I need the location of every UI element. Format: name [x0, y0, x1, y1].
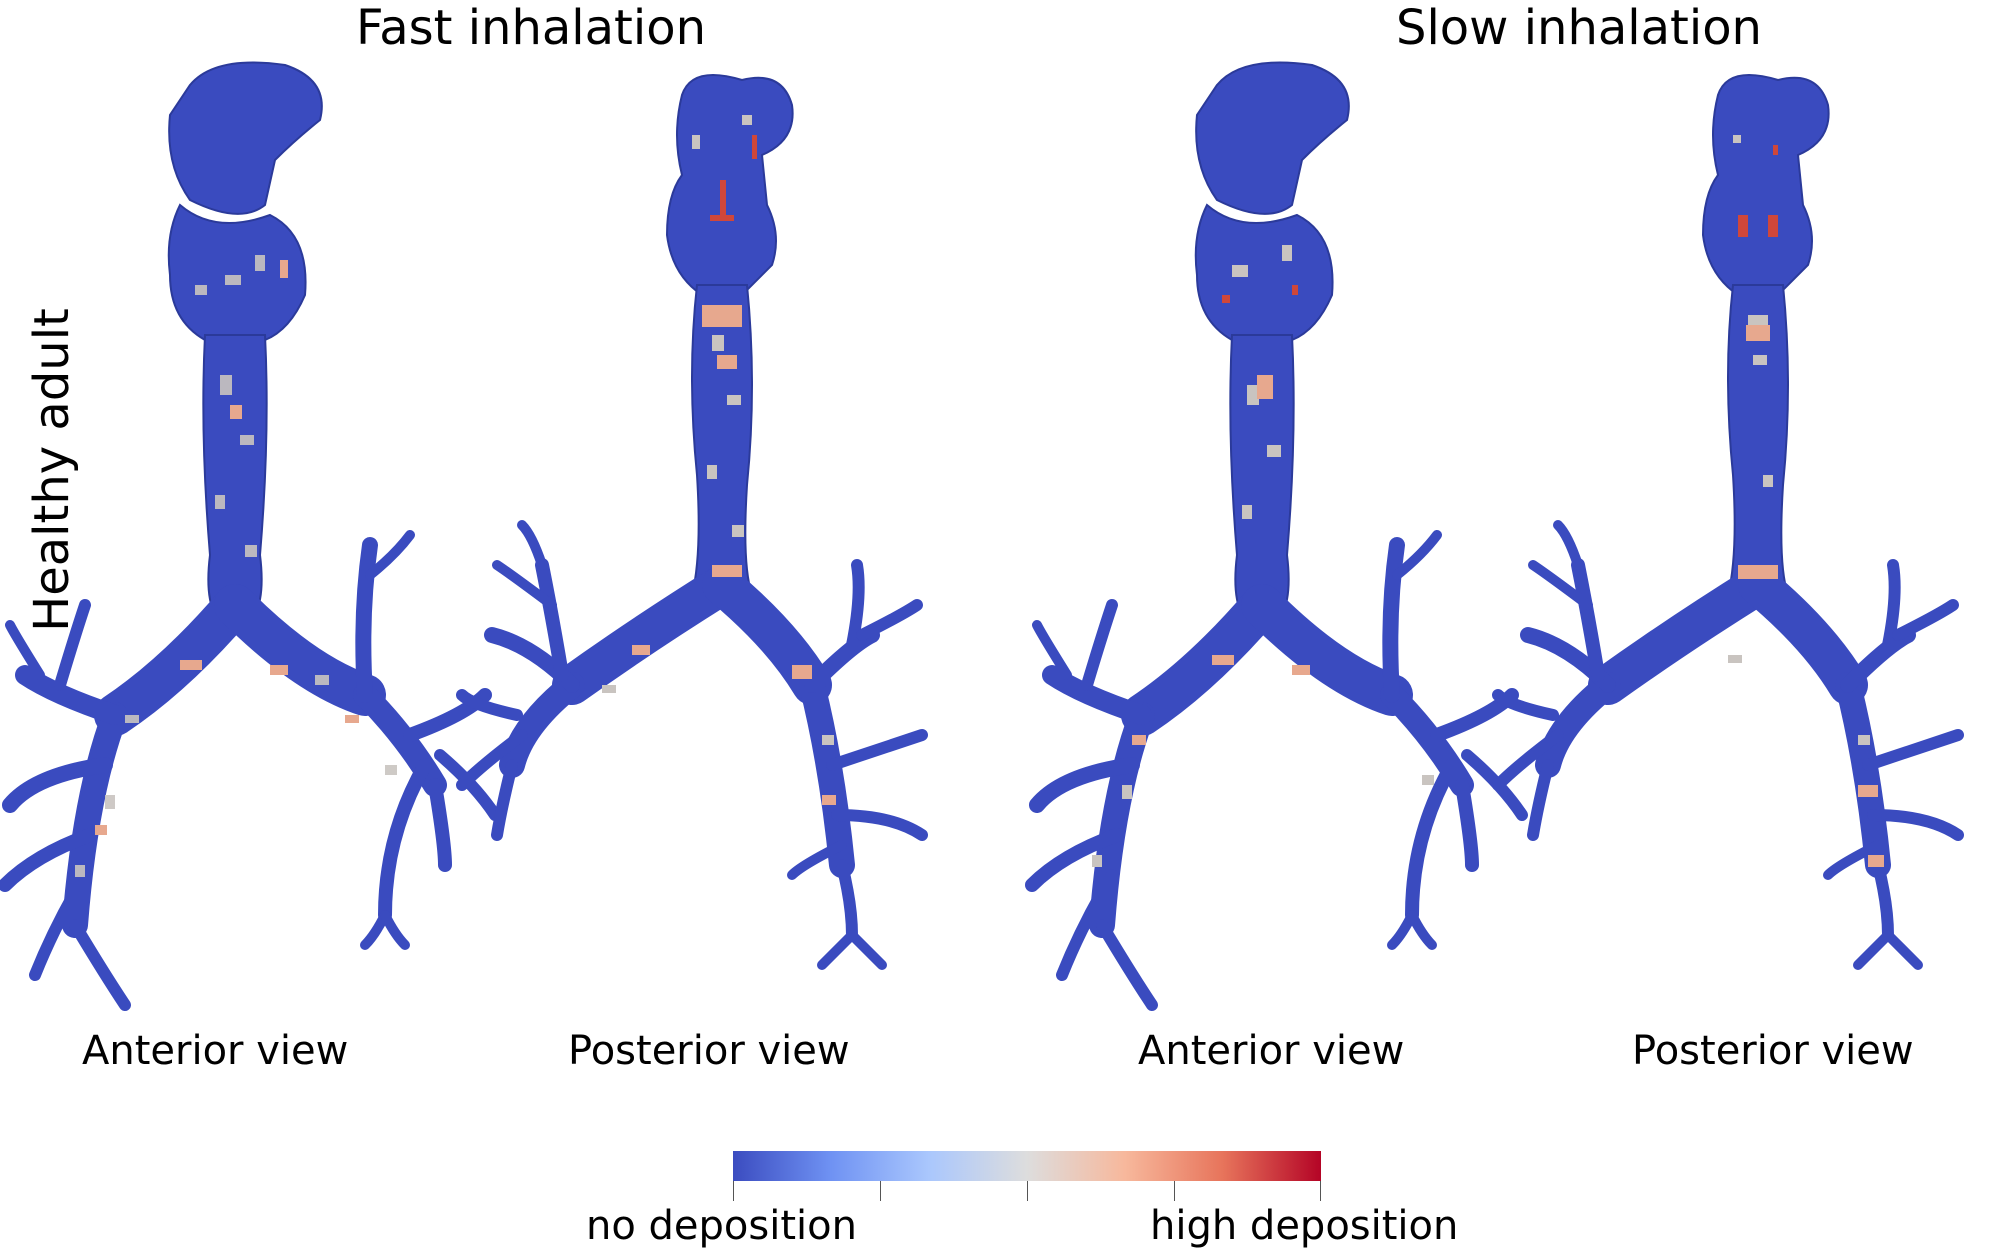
airway-fast-posterior	[456, 74, 928, 970]
airway-slow-anterior	[1025, 61, 1528, 1011]
colorbar-high-label: high deposition	[1150, 1203, 1459, 1249]
view-label-slow-anterior: Anterior view	[1138, 1028, 1405, 1074]
colorbar-tick	[1174, 1181, 1175, 1201]
airway-slow-posterior	[1492, 74, 1964, 970]
colorbar-tick	[1027, 1181, 1028, 1201]
colorbar-tick	[733, 1181, 734, 1201]
fast-inhalation-title: Fast inhalation	[356, 0, 706, 56]
deposition-colorbar	[733, 1151, 1321, 1181]
colorbar-low-label: no deposition	[586, 1203, 857, 1249]
view-label-fast-anterior: Anterior view	[82, 1028, 349, 1074]
colorbar-tick	[880, 1181, 881, 1201]
colorbar-tick	[1320, 1181, 1321, 1201]
slow-inhalation-title: Slow inhalation	[1396, 0, 1762, 56]
airway-fast-anterior	[0, 61, 501, 1011]
view-label-slow-posterior: Posterior view	[1632, 1028, 1914, 1074]
colorbar-ticks	[733, 1181, 1321, 1201]
deposition-speckles	[75, 255, 397, 877]
view-label-fast-posterior: Posterior view	[568, 1028, 850, 1074]
